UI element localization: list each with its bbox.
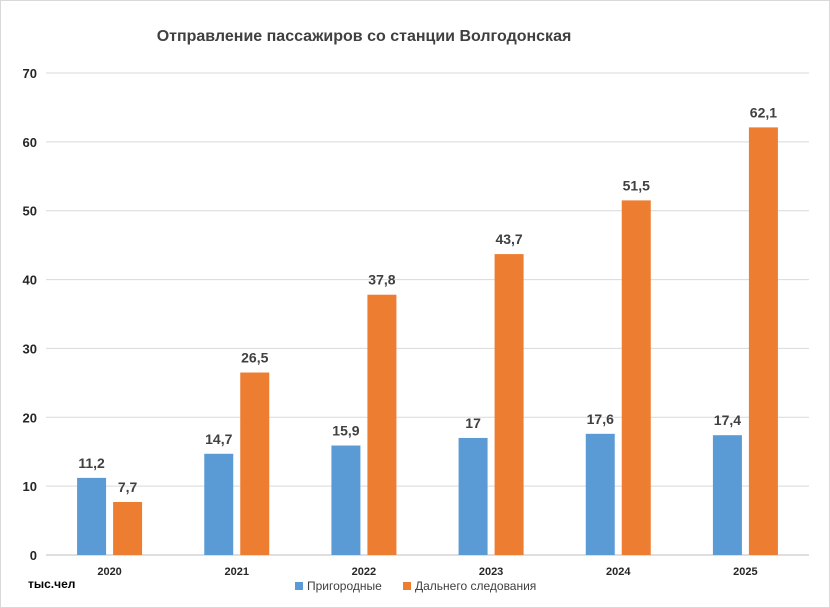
x-tick-label: 2025: [733, 566, 757, 578]
chart-title: Отправление пассажиров со станции Волгод…: [157, 28, 572, 45]
data-label: 37,8: [368, 272, 395, 288]
bar-long-distance-2020: [113, 501, 143, 555]
y-tick-label: 40: [23, 273, 37, 288]
bar-suburban-2024: [585, 433, 615, 555]
bar-suburban-2020: [77, 477, 107, 555]
data-label: 62,1: [750, 104, 777, 120]
gridlines: [46, 72, 809, 556]
y-tick-label: 50: [23, 204, 37, 219]
data-label: 15,9: [332, 423, 359, 439]
data-label: 43,7: [495, 231, 522, 247]
unit-label: тыс.чел: [28, 577, 75, 591]
data-label: 7,7: [118, 479, 138, 495]
bar-suburban-2022: [331, 445, 361, 555]
legend-swatch-long-distance: [403, 582, 411, 590]
y-tick-label: 60: [23, 135, 37, 150]
y-tick-label: 10: [23, 479, 37, 494]
y-tick-label: 20: [23, 410, 37, 425]
data-label: 17,4: [714, 412, 741, 428]
bar-suburban-2025: [712, 435, 742, 555]
legend: Пригородные Дальнего следования: [295, 579, 536, 593]
bar-suburban-2021: [204, 453, 234, 555]
y-tick-label: 70: [23, 66, 37, 81]
bar-long-distance-2022: [367, 294, 397, 555]
x-tick-label: 2021: [225, 566, 249, 578]
x-tick-label: 2023: [479, 566, 503, 578]
x-tick-label: 2020: [97, 566, 121, 578]
bar-suburban-2023: [458, 437, 488, 555]
x-axis: 2020 2021 2022 2023 2024 2025: [97, 566, 757, 578]
x-tick-label: 2024: [606, 566, 631, 578]
bar-long-distance-2025: [748, 127, 778, 555]
data-label: 17,6: [587, 411, 614, 427]
bar-long-distance-2024: [621, 200, 651, 555]
legend-swatch-suburban: [295, 582, 303, 590]
data-label: 11,2: [78, 455, 105, 471]
data-label: 51,5: [623, 177, 650, 193]
y-axis: 0 10 20 30 40 50 60 70: [23, 66, 37, 563]
bar-long-distance-2023: [494, 254, 524, 555]
x-tick-label: 2022: [352, 566, 376, 578]
legend-label-long-distance: Дальнего следования: [415, 579, 536, 593]
data-label: 14,7: [205, 431, 232, 447]
bar-long-distance-2021: [240, 372, 270, 555]
bars: [77, 127, 778, 555]
data-label: 17: [465, 415, 481, 431]
data-label: 26,5: [241, 350, 268, 366]
y-tick-label: 0: [30, 548, 37, 563]
y-tick-label: 30: [23, 341, 37, 356]
legend-label-suburban: Пригородные: [307, 579, 382, 593]
data-labels: 11,2 7,7 14,7 26,5 15,9 37,8 17 43,7 17,6 51,5 17,…: [78, 104, 777, 495]
